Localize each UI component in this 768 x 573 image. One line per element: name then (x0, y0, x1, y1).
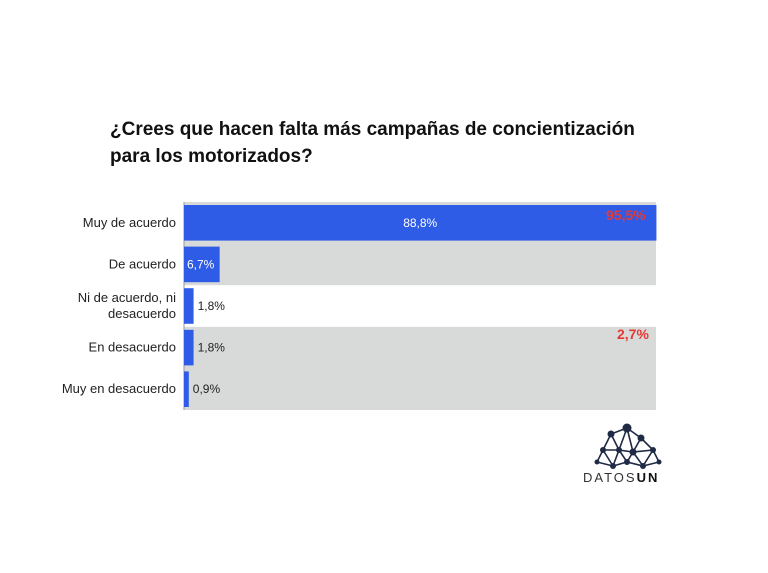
value-label: 1,8% (198, 341, 226, 355)
chart-title: ¿Crees que hacen falta más campañas de c… (110, 119, 635, 167)
bar (184, 329, 194, 366)
bar (184, 288, 194, 324)
category-label: De acuerdo (109, 256, 176, 271)
bar (184, 246, 220, 283)
group-band-1 (184, 326, 656, 410)
bar (184, 205, 657, 241)
group-total-label: 95,5% (606, 207, 646, 223)
bar (184, 371, 189, 407)
group-total-label: 2,7% (617, 326, 649, 342)
value-label: 6,7% (187, 257, 215, 271)
category-label: Muy de acuerdo (83, 215, 176, 230)
value-label: 0,9% (193, 382, 221, 396)
brand-wordmark: DATOSUN (583, 470, 659, 485)
category-label: Muy en desacuerdo (62, 381, 176, 396)
value-label: 88,8% (403, 216, 437, 230)
category-label: Ni de acuerdo, ni desacuerdo (78, 290, 176, 321)
value-label: 1,8% (198, 299, 226, 313)
datosun-logo-icon (594, 423, 662, 469)
brand-prefix: DATOS (583, 470, 637, 485)
brand-suffix: UN (636, 470, 660, 485)
category-label: En desacuerdo (89, 340, 176, 355)
